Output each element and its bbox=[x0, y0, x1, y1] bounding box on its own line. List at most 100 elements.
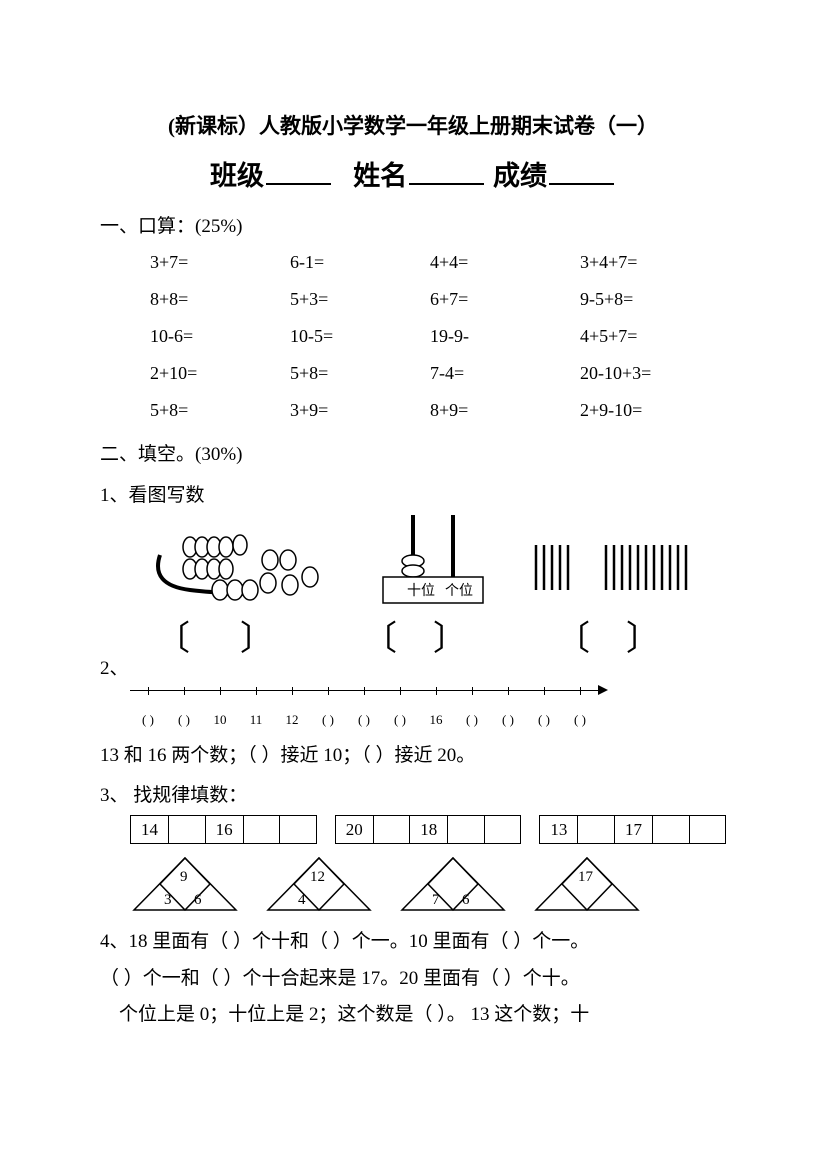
nl-lab: ( ) bbox=[346, 712, 382, 728]
name-label: 姓名 bbox=[353, 161, 407, 191]
expr: 5+8= bbox=[150, 400, 290, 421]
nl-lab: 10 bbox=[202, 712, 238, 728]
answer-bracket[interactable]: 〔〕 bbox=[156, 611, 324, 645]
expr: 10-5= bbox=[290, 326, 430, 347]
tick bbox=[364, 687, 365, 695]
tick bbox=[256, 687, 257, 695]
svg-text:十位: 十位 bbox=[407, 583, 435, 599]
triangle-diagram: 12 4 bbox=[264, 854, 374, 914]
pt-cell[interactable] bbox=[243, 816, 279, 844]
tri-left: 3 bbox=[164, 892, 172, 908]
expr: 20-10+3= bbox=[580, 363, 750, 384]
expr: 6-1= bbox=[290, 252, 430, 273]
expr: 4+4= bbox=[430, 252, 580, 273]
pt-cell: 13 bbox=[540, 816, 578, 844]
tick bbox=[292, 687, 293, 695]
q3-label: 3、 找规律填数： bbox=[100, 780, 726, 807]
fig-abacus: 十位 个位 〔〕 bbox=[363, 515, 503, 645]
mental-grid: 3+7= 6-1= 4+4= 3+4+7= 8+8= 5+3= 6+7= 9-5… bbox=[150, 252, 726, 421]
expr: 7-4= bbox=[430, 363, 580, 384]
expr: 3+4+7= bbox=[580, 252, 750, 273]
tick bbox=[472, 687, 473, 695]
expr: 2+10= bbox=[150, 363, 290, 384]
svg-text:个位: 个位 bbox=[445, 583, 473, 599]
tri-right: 6 bbox=[462, 892, 470, 908]
tick bbox=[148, 687, 149, 695]
pattern-table: 20 18 bbox=[335, 815, 522, 844]
tri-top: 12 bbox=[310, 869, 325, 885]
expr: 19-9- bbox=[430, 326, 580, 347]
tri-left: 4 bbox=[298, 892, 306, 908]
score-blank[interactable] bbox=[549, 158, 614, 185]
q1-label: 1、看图写数 bbox=[100, 480, 726, 507]
tick bbox=[220, 687, 221, 695]
expr: 10-6= bbox=[150, 326, 290, 347]
pattern-table: 14 16 bbox=[130, 815, 317, 844]
pt-cell: 17 bbox=[614, 816, 652, 844]
tick bbox=[436, 687, 437, 695]
q4-line3: 个位上是 0；十位上是 2；这个数是（ ）。 13 这个数；十 bbox=[100, 999, 726, 1031]
nl-lab: ( ) bbox=[526, 712, 562, 728]
q1-figures: 〔〕 十位 个位 〔〕 bbox=[140, 515, 726, 645]
pattern-table: 13 17 bbox=[539, 815, 726, 844]
expr: 9-5+8= bbox=[580, 289, 750, 310]
triangle-row: 9 3 6 12 4 7 6 17 bbox=[130, 854, 726, 914]
expr: 5+3= bbox=[290, 289, 430, 310]
class-label: 班级 bbox=[210, 161, 264, 191]
expr: 8+9= bbox=[430, 400, 580, 421]
pt-cell: 20 bbox=[335, 816, 373, 844]
class-blank[interactable] bbox=[266, 158, 331, 185]
answer-bracket[interactable]: 〔〕 bbox=[556, 611, 696, 645]
tri-top: 9 bbox=[180, 869, 188, 885]
tri-left: 7 bbox=[432, 892, 440, 908]
pt-cell: 14 bbox=[131, 816, 169, 844]
expr: 8+8= bbox=[150, 289, 290, 310]
expr: 3+7= bbox=[150, 252, 290, 273]
number-line-labels: ( ) ( ) 10 11 12 ( ) ( ) ( ) 16 ( ) ( ) … bbox=[130, 712, 600, 728]
nl-lab: 12 bbox=[274, 712, 310, 728]
pt-cell: 18 bbox=[410, 816, 448, 844]
triangle-diagram: 17 bbox=[532, 854, 642, 914]
tick bbox=[328, 687, 329, 695]
fig-beads: 〔〕 bbox=[140, 525, 340, 645]
pt-cell[interactable] bbox=[373, 816, 409, 844]
pt-cell[interactable] bbox=[484, 816, 521, 844]
sticks-icon bbox=[526, 535, 726, 605]
pt-cell[interactable] bbox=[689, 816, 726, 844]
nl-lab: ( ) bbox=[310, 712, 346, 728]
nl-lab: ( ) bbox=[562, 712, 598, 728]
pt-cell[interactable] bbox=[448, 816, 484, 844]
expr: 6+7= bbox=[430, 289, 580, 310]
tick bbox=[508, 687, 509, 695]
section-2-heading: 二、填空。(30%) bbox=[100, 439, 726, 466]
q4-line2: （ ）个一和（ ）个十合起来是 17。20 里面有（ ）个十。 bbox=[100, 963, 726, 995]
tick bbox=[184, 687, 185, 695]
expr: 2+9-10= bbox=[580, 400, 750, 421]
doc-title: (新课标）人教版小学数学一年级上册期末试卷（一） bbox=[100, 110, 726, 140]
nl-lab: ( ) bbox=[490, 712, 526, 728]
expr: 5+8= bbox=[290, 363, 430, 384]
number-line bbox=[130, 690, 600, 710]
name-blank[interactable] bbox=[409, 158, 484, 185]
arrow-icon bbox=[598, 685, 608, 695]
expr: 4+5+7= bbox=[580, 326, 750, 347]
abacus-icon: 十位 个位 bbox=[373, 515, 493, 605]
pt-cell[interactable] bbox=[169, 816, 205, 844]
nl-lab: 11 bbox=[238, 712, 274, 728]
beads-icon bbox=[140, 525, 340, 605]
answer-bracket[interactable]: 〔〕 bbox=[363, 611, 503, 645]
pt-cell[interactable] bbox=[653, 816, 689, 844]
triangle-diagram: 7 6 bbox=[398, 854, 508, 914]
score-label: 成绩 bbox=[493, 161, 547, 191]
nl-lab: ( ) bbox=[166, 712, 202, 728]
tri-right: 6 bbox=[194, 892, 202, 908]
tri-top: 17 bbox=[578, 869, 594, 885]
triangle-diagram: 9 3 6 bbox=[130, 854, 240, 914]
nl-lab: ( ) bbox=[454, 712, 490, 728]
pt-cell[interactable] bbox=[280, 816, 317, 844]
tick bbox=[400, 687, 401, 695]
q4-line1: 4、18 里面有（ ）个十和（ ）个一。10 里面有（ ）个一。 bbox=[100, 926, 726, 958]
pt-cell[interactable] bbox=[578, 816, 614, 844]
pt-cell: 16 bbox=[205, 816, 243, 844]
expr: 3+9= bbox=[290, 400, 430, 421]
